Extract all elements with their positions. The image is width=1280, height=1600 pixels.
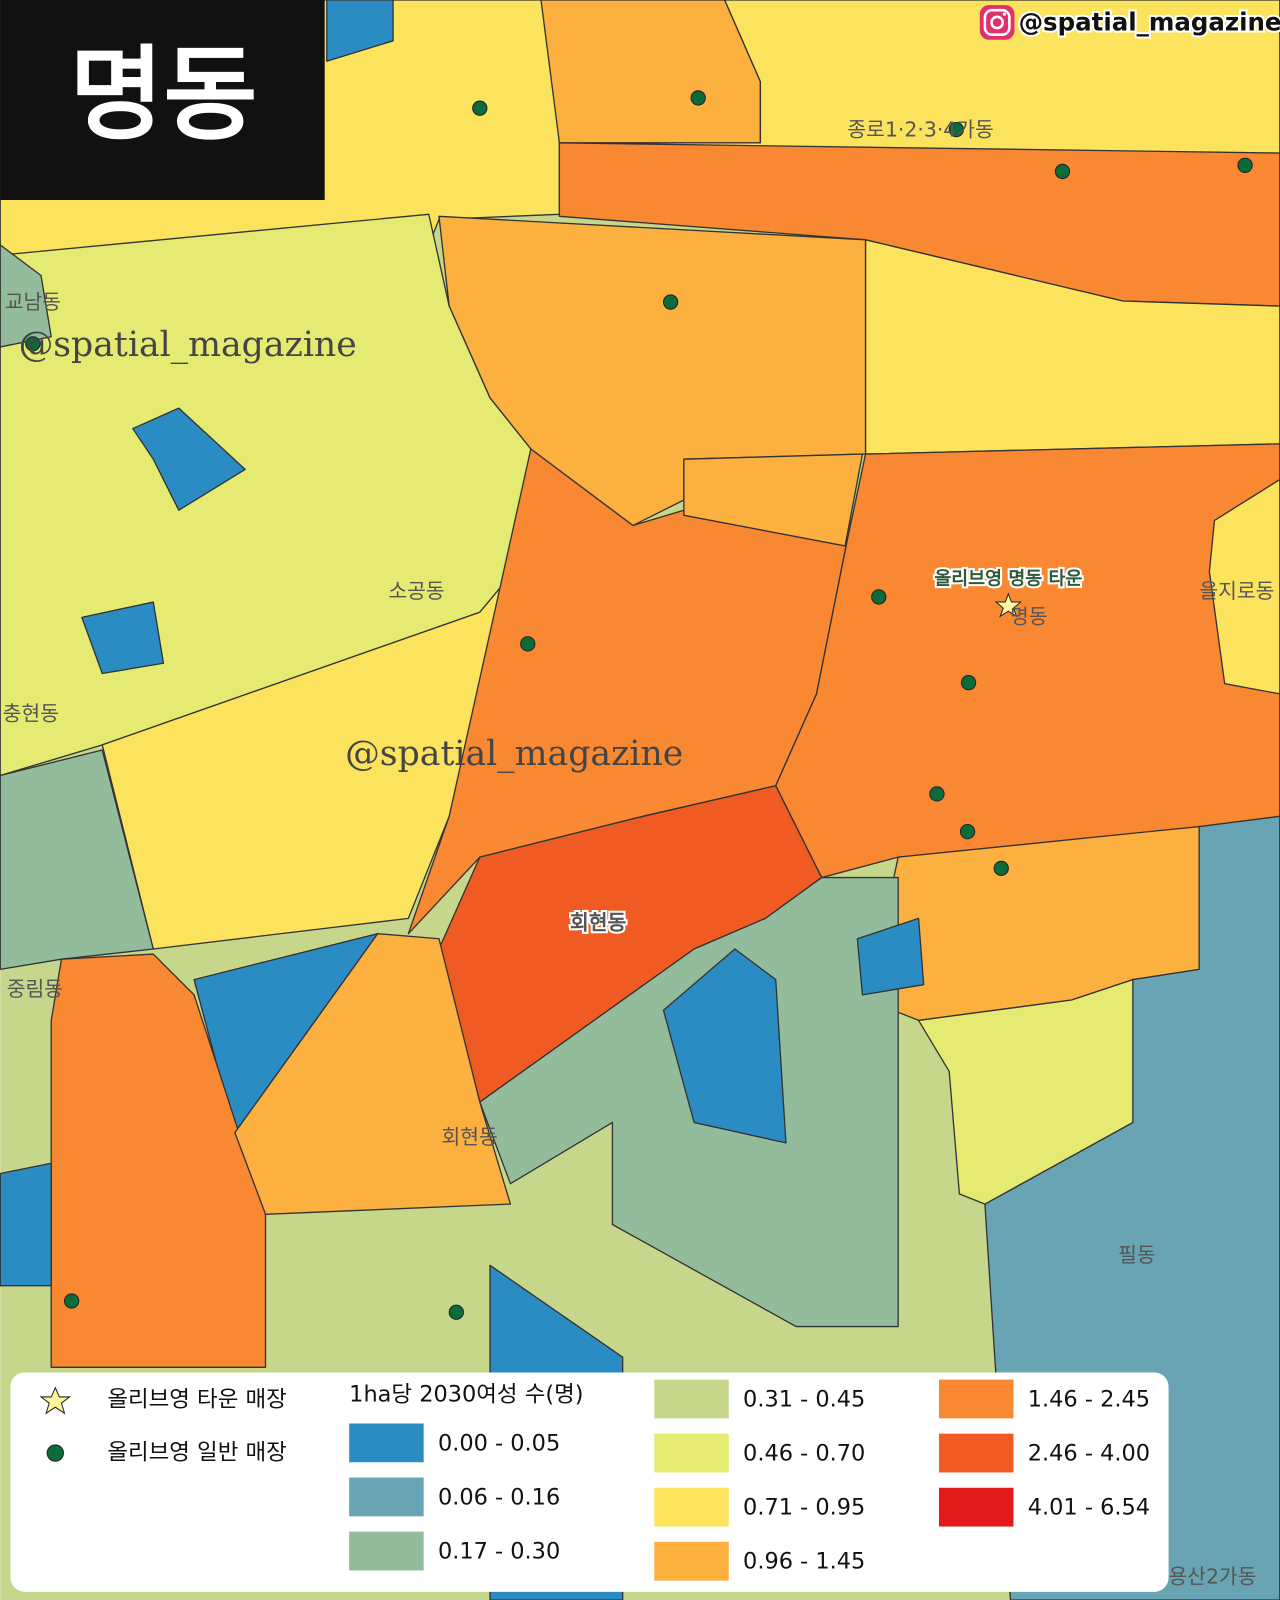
legend-swatch bbox=[938, 1487, 1014, 1527]
watermark: @spatial_magazine bbox=[19, 325, 357, 365]
region bbox=[234, 933, 512, 1215]
legend-class-label: 0.71 - 0.95 bbox=[743, 1495, 865, 1521]
legend-class-label: 0.96 - 1.45 bbox=[743, 1549, 865, 1575]
place-label: 회현동 bbox=[570, 910, 627, 934]
region bbox=[0, 244, 52, 348]
legend-class-label: 4.01 - 6.54 bbox=[1028, 1495, 1150, 1521]
region bbox=[1208, 478, 1280, 695]
legend-swatch bbox=[654, 1433, 729, 1473]
store-point bbox=[1054, 163, 1071, 180]
handle: @spatial_magazine bbox=[1019, 7, 1280, 36]
watermark: @spatial_magazine bbox=[345, 734, 683, 774]
place-label: 회현동 bbox=[441, 1125, 497, 1149]
legend-swatch bbox=[349, 1531, 424, 1571]
store-point bbox=[1237, 157, 1253, 173]
legend-class-label: 0.31 - 0.45 bbox=[743, 1387, 865, 1413]
region bbox=[856, 917, 925, 996]
place-label: 종로1·2·3·4가동 bbox=[847, 118, 993, 142]
title: 명동 bbox=[70, 36, 258, 155]
store-point bbox=[959, 823, 976, 840]
legend-swatch bbox=[654, 1541, 729, 1581]
region bbox=[683, 453, 864, 547]
region bbox=[50, 953, 267, 1369]
store-point bbox=[520, 636, 536, 652]
store-point bbox=[448, 1304, 464, 1320]
store-point bbox=[472, 100, 488, 116]
store-point bbox=[25, 336, 41, 352]
store-point bbox=[63, 1293, 80, 1309]
region bbox=[0, 1162, 52, 1287]
legend-classes: 0.00 - 0.05 0.06 - 0.16 0.17 - 0.30 0.31 - … bbox=[349, 1379, 1150, 1581]
region bbox=[662, 948, 787, 1144]
store-point bbox=[690, 90, 706, 106]
place-label: 충현동 bbox=[3, 701, 59, 725]
stores bbox=[25, 90, 1253, 1320]
legend-dot bbox=[46, 1444, 64, 1462]
instagram-icon bbox=[979, 5, 1015, 40]
legend-swatch bbox=[938, 1433, 1014, 1473]
store-point bbox=[662, 294, 679, 310]
legend-class-label: 0.06 - 0.16 bbox=[438, 1484, 560, 1510]
place-label: 교남동 bbox=[5, 290, 61, 314]
legend-swatch bbox=[654, 1379, 729, 1419]
legend-swatch bbox=[654, 1487, 729, 1527]
legend-label: 올리브영 일반 매장 bbox=[107, 1440, 286, 1466]
store-point bbox=[871, 589, 887, 605]
store-point bbox=[960, 675, 977, 691]
region bbox=[81, 601, 165, 675]
legend-swatch bbox=[349, 1423, 424, 1463]
region bbox=[132, 407, 246, 511]
place-labels: 교남동종로1·2·3·4가동소공동충현동명동을지로동회현동중림동회현동필동용산2… bbox=[3, 118, 1275, 1589]
region bbox=[326, 0, 394, 62]
store-point bbox=[929, 786, 945, 802]
region bbox=[0, 749, 154, 971]
legend-class-label: 1.46 - 2.45 bbox=[1028, 1387, 1150, 1413]
town-store-star bbox=[994, 592, 1022, 618]
store-label: 올리브영 명동 타운 bbox=[934, 569, 1082, 590]
title-box bbox=[0, 0, 325, 200]
region bbox=[540, 0, 762, 144]
store-point bbox=[948, 121, 964, 138]
place-label: 필동 bbox=[1118, 1243, 1156, 1267]
place-label: 명동 bbox=[1010, 604, 1048, 628]
store-point bbox=[993, 860, 1009, 877]
legend-swatch bbox=[349, 1477, 424, 1517]
legend-label: 올리브영 타운 매장 bbox=[107, 1387, 286, 1413]
legend-class-label: 2.46 - 4.00 bbox=[1028, 1441, 1150, 1467]
region bbox=[917, 978, 1134, 1205]
place-label: 용산2가동 bbox=[1168, 1565, 1256, 1589]
place-label: 소공동 bbox=[388, 579, 444, 603]
legend-class-label: 0.00 - 0.05 bbox=[438, 1430, 560, 1456]
place-label: 을지로동 bbox=[1199, 579, 1274, 603]
legend-title: 1ha당 2030여성 수(명) bbox=[349, 1381, 583, 1407]
legend-swatch bbox=[938, 1379, 1014, 1419]
legend-box bbox=[10, 1372, 1169, 1592]
place-label: 중림동 bbox=[7, 977, 63, 1001]
legend: 올리브영 타운 매장 올리브영 일반 매장 1ha당 2030여성 수(명) 0… bbox=[10, 1372, 1169, 1592]
legend-class-label: 0.46 - 0.70 bbox=[743, 1441, 865, 1467]
legend-class-label: 0.17 - 0.30 bbox=[438, 1539, 560, 1565]
legend-star bbox=[39, 1386, 72, 1415]
